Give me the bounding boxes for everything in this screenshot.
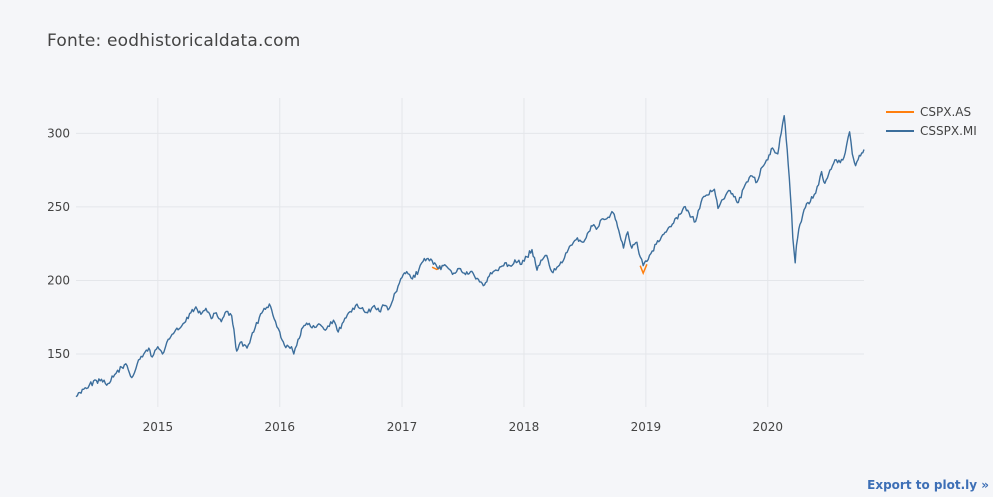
x-gridlines <box>157 98 769 407</box>
series-line-cspx-as <box>639 264 648 276</box>
y-tick-label: 200 <box>47 273 70 287</box>
y-tick-labels: 150 200 250 300 <box>47 126 70 361</box>
legend: CSPX.AS CSSPX.MI <box>886 105 977 138</box>
y-tick-label: 250 <box>47 200 70 214</box>
legend-label[interactable]: CSPX.AS <box>920 105 971 119</box>
x-tick-label: 2019 <box>631 420 662 434</box>
x-tick-labels: 2015 2016 2017 2018 2019 2020 <box>143 420 784 434</box>
x-tick-label: 2020 <box>753 420 784 434</box>
x-tick-label: 2017 <box>387 420 418 434</box>
x-tick-label: 2018 <box>509 420 540 434</box>
chart-title: Fonte: eodhistoricaldata.com <box>47 31 301 51</box>
y-tick-label: 150 <box>47 347 70 361</box>
x-tick-label: 2015 <box>143 420 174 434</box>
y-gridlines <box>76 132 864 355</box>
x-tick-label: 2016 <box>264 420 295 434</box>
series-line-csspx-mi <box>75 115 865 398</box>
y-tick-label: 300 <box>47 126 70 140</box>
legend-label[interactable]: CSSPX.MI <box>920 124 977 138</box>
series-lines <box>75 115 865 398</box>
export-to-plotly-link[interactable]: Export to plot.ly » <box>867 478 989 492</box>
